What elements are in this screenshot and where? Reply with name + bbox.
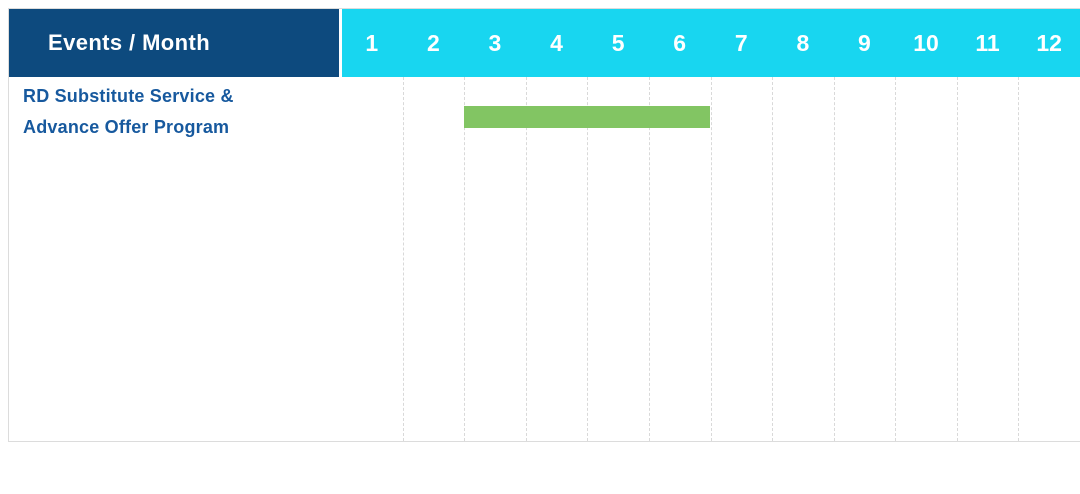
month-label-2: 2 xyxy=(426,29,440,56)
months-header-row: 1 2 3 4 5 6 7 8 9 10 11 12 xyxy=(341,9,1080,77)
month-label-12: 12 xyxy=(1036,29,1062,56)
month-gridline xyxy=(587,77,589,441)
month-gridline xyxy=(710,77,712,441)
month-gridline xyxy=(1018,77,1020,441)
month-label-6: 6 xyxy=(673,29,687,56)
month-gridline xyxy=(833,77,835,441)
month-gridline xyxy=(772,77,774,441)
month-label-7: 7 xyxy=(734,29,748,56)
month-label-5: 5 xyxy=(611,29,625,56)
month-label-9: 9 xyxy=(858,29,871,56)
month-gridline xyxy=(648,77,650,441)
month-gridline xyxy=(402,77,404,441)
month-gridline xyxy=(956,77,958,441)
months-header-strip xyxy=(342,9,1080,77)
month-label-8: 8 xyxy=(796,29,810,56)
rd-substitute-service-bars xyxy=(341,77,1080,147)
month-label-3: 3 xyxy=(488,29,502,56)
row-label-rd-substitute-service: RD Substitute Service & Advance Offer Pro… xyxy=(9,77,341,147)
events-month-header-label: Events / Month xyxy=(48,30,211,55)
row-label-rd-substitute-service-line: RD Substitute Service & xyxy=(23,86,234,106)
month-label-1: 1 xyxy=(365,29,379,56)
month-gridline xyxy=(895,77,897,441)
month-gridline xyxy=(525,77,527,441)
schedule-table: Events / Month 1 2 3 4 5 6 7 8 9 10 11 12 RD Substi… xyxy=(8,8,1080,442)
month-label-11: 11 xyxy=(975,29,1000,56)
chart-grid-region xyxy=(341,77,1080,441)
month-gridline xyxy=(464,77,466,441)
gantt-bar-green xyxy=(464,106,711,128)
events-month-header-cell: Events / Month xyxy=(9,9,339,77)
month-label-4: 4 xyxy=(550,29,563,56)
row-label-rd-substitute-service-line: Advance Offer Program xyxy=(23,117,230,137)
month-label-10: 10 xyxy=(913,29,939,56)
